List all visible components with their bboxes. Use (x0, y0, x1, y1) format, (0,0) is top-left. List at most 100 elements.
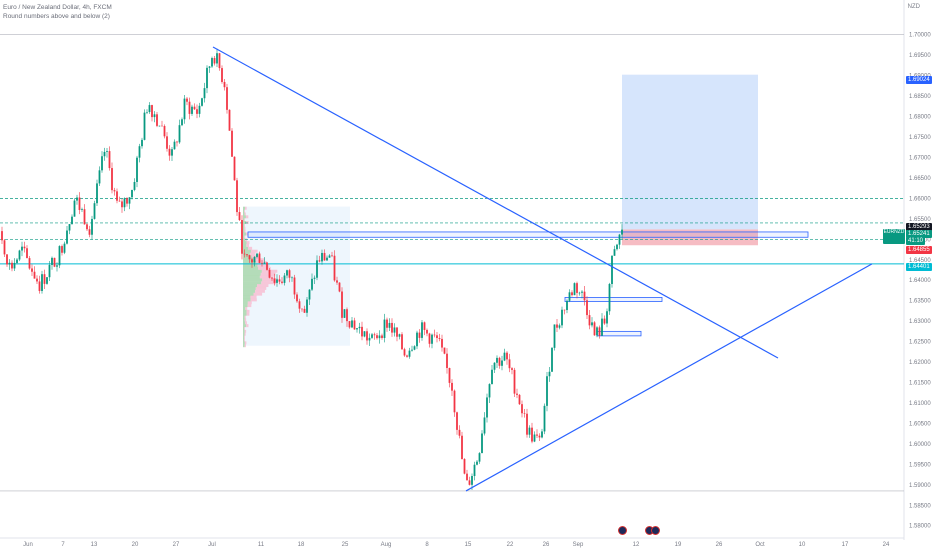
candle-body (518, 394, 521, 405)
candle-body (566, 300, 568, 311)
volume-profile-bar (244, 212, 246, 216)
candle-body (538, 435, 541, 438)
volume-profile-bar (255, 286, 267, 290)
candle-body (236, 180, 238, 213)
candle-body (258, 253, 261, 263)
candle-body (486, 397, 488, 418)
candle-body (608, 284, 611, 312)
volume-profile-bar (243, 312, 247, 316)
volume-profile-bar (243, 301, 248, 305)
zone-box[interactable] (247, 231, 809, 238)
y-tick-label: 1.62000 (909, 360, 931, 366)
candle-body (221, 68, 223, 82)
candle-body (238, 212, 241, 221)
target-zone[interactable] (622, 74, 758, 230)
candle-body (213, 58, 216, 64)
trendline[interactable] (465, 263, 873, 492)
candle-body (533, 434, 536, 442)
candle-body (383, 319, 386, 338)
candle-body (181, 119, 183, 126)
candle-body (111, 168, 113, 191)
volume-profile-bar (245, 238, 248, 242)
candle-body (523, 413, 526, 414)
candle-body (218, 53, 221, 69)
volume-profile-bar (243, 344, 245, 348)
volume-profile-bar (243, 324, 247, 328)
candle-body (393, 327, 396, 333)
volume-profile-bar (243, 246, 249, 250)
candle-body (241, 220, 243, 254)
candle-body (346, 309, 348, 322)
candle-body (323, 252, 326, 261)
economic-event-icon[interactable] (651, 526, 660, 535)
economic-event-icon[interactable] (618, 526, 627, 535)
volume-profile-bar (244, 344, 246, 348)
candle-body (253, 256, 256, 263)
candle-body (126, 198, 128, 204)
volume-profile-bar (246, 243, 249, 247)
volume-profile-bar (245, 306, 248, 310)
candle-body (311, 278, 313, 290)
candle-body (268, 269, 271, 278)
candle-body (588, 315, 591, 326)
candle-body (23, 246, 26, 249)
x-tick-label: Sep (573, 542, 584, 548)
candle-body (183, 98, 186, 120)
y-tick-label: 1.59500 (909, 462, 931, 468)
level-price-tag: 1.64401 (906, 263, 932, 271)
candle-body (406, 355, 408, 357)
symbol-label: EURNZD (883, 229, 905, 235)
y-tick-label: 1.67000 (909, 155, 931, 161)
candle-body (476, 461, 478, 465)
candle-body (451, 382, 453, 391)
volume-profile-bar (243, 306, 246, 310)
candle-body (73, 200, 76, 217)
candle-body (301, 308, 303, 310)
candle-body (186, 98, 188, 102)
candle-body (621, 229, 623, 235)
x-tick-label: 19 (675, 542, 682, 548)
candle-body (66, 230, 68, 244)
countdown-tag: 41:10 (906, 237, 926, 245)
candle-body (466, 473, 468, 481)
candle-body (611, 255, 613, 285)
candle-body (51, 257, 53, 265)
candle-body (551, 347, 553, 372)
candle-body (453, 390, 456, 413)
volume-profile-bar (243, 215, 246, 219)
volume-profile-bar (243, 315, 245, 319)
candle-body (121, 201, 123, 208)
volume-profile-bar (243, 266, 259, 270)
candle-body (443, 347, 446, 354)
candle-body (513, 369, 516, 394)
volume-profile-bar (246, 312, 250, 316)
zone-box[interactable] (564, 297, 663, 302)
candle-body (556, 324, 558, 328)
volume-profile-bar (253, 292, 263, 296)
candle-body (131, 189, 133, 198)
candle-body (576, 283, 578, 293)
candle-body (273, 278, 276, 283)
candle-body (446, 353, 448, 369)
candle-body (438, 338, 441, 339)
candle-body (188, 101, 191, 114)
volume-profile-bar (243, 318, 245, 322)
trendline[interactable] (212, 46, 779, 359)
volume-profile-bar (243, 209, 245, 213)
y-tick-label: 1.68000 (909, 115, 931, 121)
zone-box[interactable] (596, 330, 642, 337)
candle-body (368, 337, 371, 341)
volume-profile-bar (247, 301, 252, 305)
y-tick-label: 1.64500 (909, 258, 931, 264)
candle-body (501, 360, 503, 366)
candle-body (396, 327, 398, 337)
candle-body (336, 280, 338, 283)
candle-body (328, 255, 331, 258)
y-tick-label: 1.69500 (909, 53, 931, 59)
volume-profile-bar (247, 304, 252, 308)
x-tick-label: 18 (298, 542, 305, 548)
chart-title: Euro / New Zealand Dollar, 4h, FXCM (3, 4, 112, 11)
candle-body (601, 318, 603, 336)
